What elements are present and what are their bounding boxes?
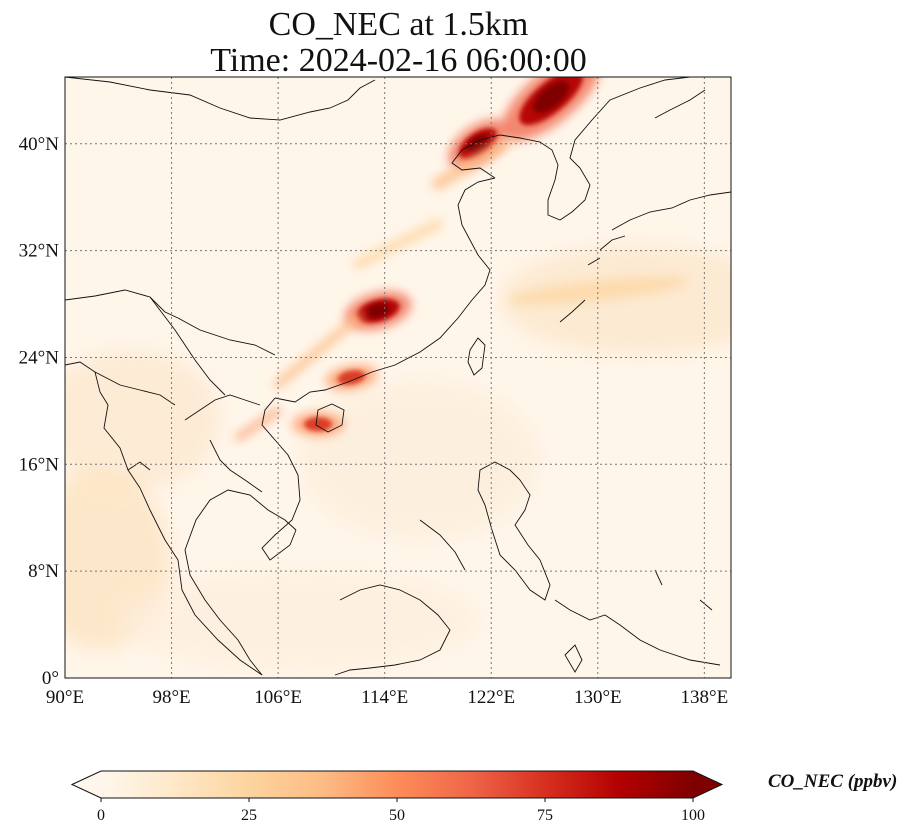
gridlines: [65, 77, 731, 678]
colorbar-extend-max: [693, 771, 722, 798]
longitude-tick-label: 106°E: [254, 687, 302, 708]
longitude-tick-label: 130°E: [574, 687, 622, 708]
co-streak: [273, 312, 363, 389]
longitude-tick-label: 138°E: [681, 687, 729, 708]
colorbar-ticks: 0 25 50 75 100: [97, 798, 705, 824]
colorbar-gradient: [101, 771, 693, 798]
co-field-background: [65, 245, 731, 670]
latitude-tick-label: 0°: [42, 668, 59, 689]
co-plume: [501, 77, 601, 141]
map-frame: [64, 76, 732, 679]
map-title-variable: CO_NEC at 1.5km: [268, 6, 529, 43]
co-streak: [353, 218, 443, 269]
map-plot-area: [65, 77, 731, 678]
colorbar-label: CO_NEC (ppbv): [768, 771, 898, 792]
longitude-tick-label: 122°E: [467, 687, 515, 708]
co-plume: [344, 291, 412, 331]
coastlines: [65, 77, 731, 676]
map-title-time: Time: 2024-02-16 06:00:00: [210, 42, 587, 79]
colorbar-tick-label: 0: [97, 807, 105, 824]
colorbar-tick-label: 50: [389, 807, 405, 824]
colorbar-tick-label: 25: [241, 807, 257, 824]
co-streak: [431, 137, 511, 190]
colorbar-tick-label: 100: [681, 807, 705, 824]
co-plume: [325, 364, 378, 391]
latitude-tick-label: 32°N: [19, 241, 60, 262]
latitude-tick-label: 24°N: [19, 347, 60, 368]
latitude-tick-label: 40°N: [19, 134, 60, 155]
co-plume: [508, 276, 688, 305]
colorbar-extend-min: [72, 771, 101, 798]
longitude-tick-label: 90°E: [46, 687, 84, 708]
longitude-tick-label: 114°E: [361, 687, 408, 708]
latitude-tick-label: 8°N: [28, 561, 59, 582]
latitude-tick-label: 16°N: [19, 454, 60, 475]
latitude-tick-labels: 0° 8°N 16°N 24°N 32°N 40°N: [19, 134, 60, 689]
colorbar: 0 25 50 75 100: [70, 770, 724, 824]
longitude-tick-labels: 90°E 98°E 106°E 114°E 122°E 130°E 138°E: [46, 687, 728, 708]
co-streak: [235, 407, 282, 441]
colorbar-tick-label: 75: [537, 807, 553, 824]
co-plume: [292, 412, 345, 437]
longitude-tick-label: 98°E: [152, 687, 190, 708]
